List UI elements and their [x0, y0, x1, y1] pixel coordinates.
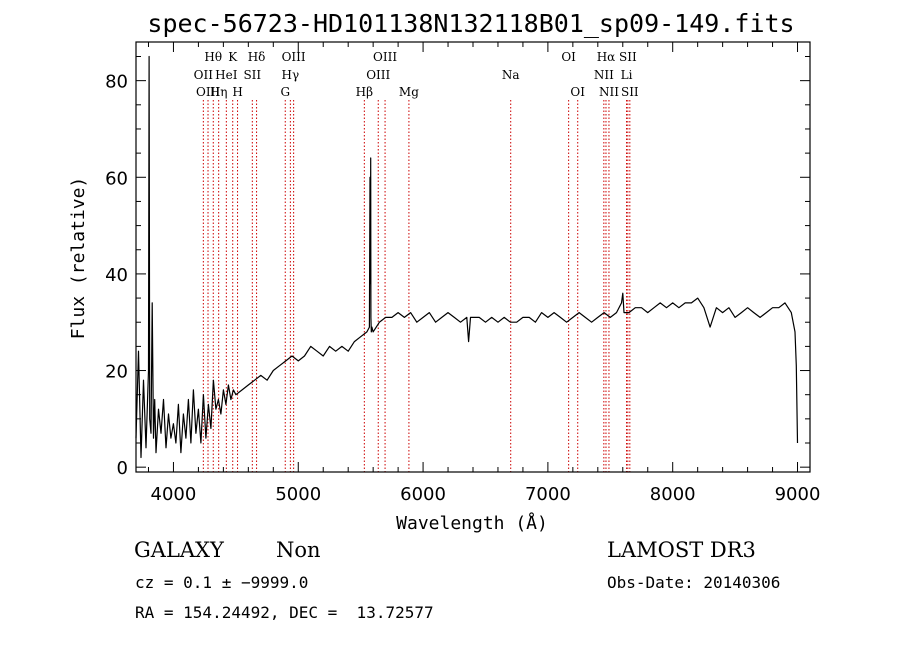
y-tick-label: 80	[105, 72, 128, 93]
line-marker-label: K	[228, 50, 238, 64]
line-marker-label: H	[232, 85, 242, 99]
line-marker-label: Hβ	[356, 85, 373, 99]
line-marker-label: Li	[621, 68, 633, 82]
line-marker-label: SII	[621, 85, 639, 99]
line-marker-label: NII	[599, 85, 619, 99]
line-markers: OII OIII Hθ Hη HeI K H Hδ SII OIII Hγ G Hβ OIII OIII Mg…	[194, 50, 639, 472]
x-axis-ticks: 4000 5000 6000 7000 8000 9000	[147, 42, 821, 505]
line-marker-label: OI	[561, 50, 576, 64]
x-tick-label: 8000	[650, 484, 696, 505]
line-marker-label: Hγ	[282, 68, 300, 82]
y-tick-label: 0	[117, 458, 128, 479]
line-marker-label: NII	[594, 68, 614, 82]
line-marker-label: OIII	[366, 68, 390, 82]
line-marker-label: OIII	[373, 50, 397, 64]
line-marker-label: Hη	[210, 85, 228, 99]
y-axis-ticks: 0 20 40 60 80	[105, 55, 810, 479]
chart-title: spec-56723-HD101138N132118B01_sp09-149.f…	[147, 9, 794, 38]
line-marker-label: OIII	[282, 50, 306, 64]
line-marker-label: Hδ	[248, 50, 266, 64]
plot-frame	[135, 41, 811, 473]
coordinates: RA = 154.24492, DEC = 13.72577	[135, 603, 434, 622]
y-tick-label: 40	[105, 265, 128, 286]
line-marker-label: OII	[194, 68, 214, 82]
line-marker-label: G	[280, 85, 290, 99]
line-marker-label: HeI	[215, 68, 238, 82]
line-marker-label: Mg	[399, 85, 419, 99]
obs-date: Obs-Date: 20140306	[607, 573, 781, 592]
x-axis-label: Wavelength (Å)	[396, 512, 548, 534]
x-tick-label: 4000	[151, 484, 197, 505]
line-marker-label: OIII	[196, 85, 220, 99]
line-marker-label: Hα	[597, 50, 616, 64]
x-tick-label: 7000	[525, 484, 571, 505]
x-tick-label: 6000	[400, 484, 446, 505]
line-marker-label: OI	[570, 85, 585, 99]
y-tick-label: 60	[105, 168, 128, 189]
line-marker-label: Hθ	[204, 50, 222, 64]
x-tick-label: 9000	[775, 484, 821, 505]
y-tick-label: 20	[105, 362, 128, 383]
line-marker-label: SII	[243, 68, 261, 82]
redshift-line: cz = 0.1 ± −9999.0	[135, 573, 309, 592]
line-marker-label: SII	[619, 50, 637, 64]
spectrum-line	[135, 55, 799, 459]
object-subclass: Non	[276, 538, 321, 562]
y-axis-label: Flux (relative)	[68, 177, 89, 340]
x-tick-label: 5000	[275, 484, 321, 505]
survey-label: LAMOST DR3	[607, 538, 756, 562]
object-class: GALAXY	[134, 538, 224, 562]
line-marker-label: Na	[502, 68, 520, 82]
